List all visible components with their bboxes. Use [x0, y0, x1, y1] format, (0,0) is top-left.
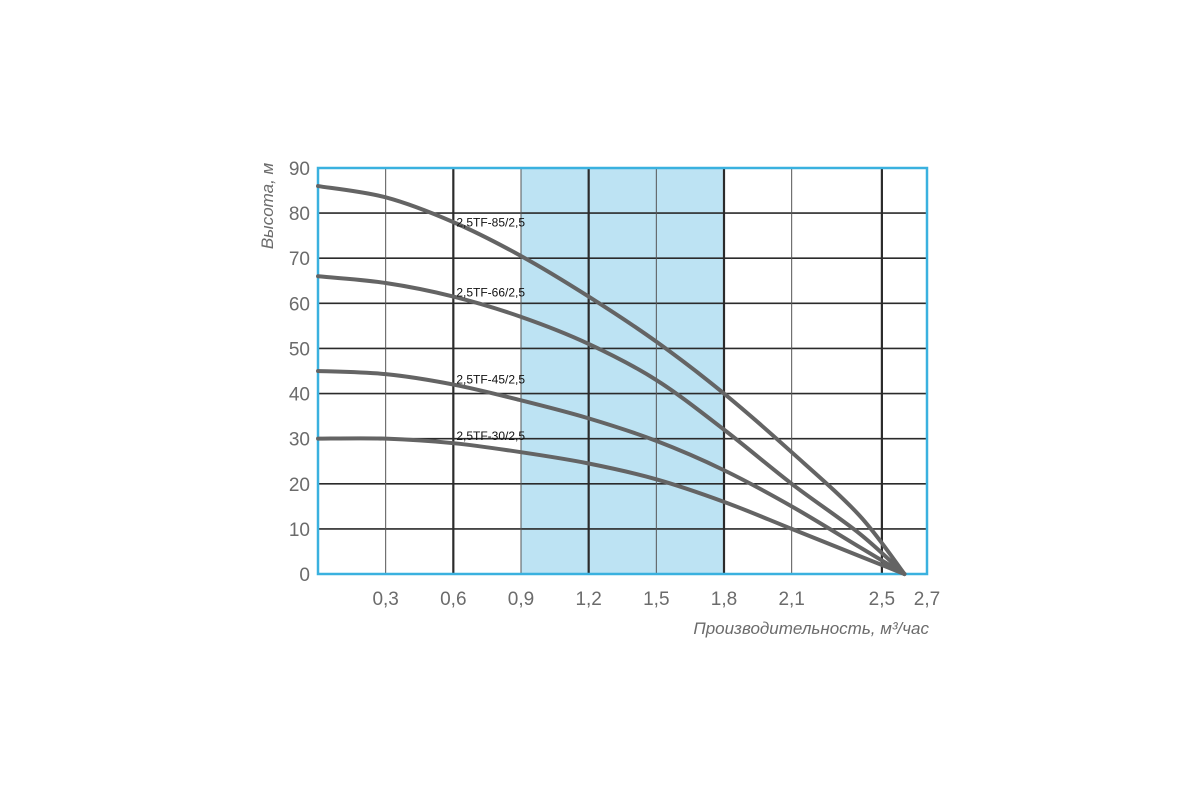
y-tick-label: 90 [289, 159, 310, 180]
series-label-2: 2,5TF-45/2,5 [456, 372, 525, 386]
series-curve-3 [316, 436, 907, 576]
x-tick-label: 0,6 [440, 589, 466, 610]
x-tick-label: 2,5 [869, 589, 895, 610]
x-tick-label: 1,8 [711, 589, 737, 610]
y-tick-label: 10 [289, 520, 310, 541]
series-curve-2 [316, 369, 907, 576]
x-axis-label: Производительность, м³/час [693, 619, 929, 638]
x-tick-label: 0,9 [508, 589, 534, 610]
x-tick-label: 2,1 [778, 589, 804, 610]
series-label-0: 2,5TF-85/2,5 [456, 215, 525, 229]
series-curve-1 [316, 274, 907, 576]
y-tick-label: 20 [289, 475, 310, 496]
y-tick-label: 60 [289, 294, 310, 315]
y-tick-label: 80 [289, 204, 310, 225]
y-axis-label: Высота, м [258, 162, 277, 249]
y-tick-label: 40 [289, 385, 310, 406]
x-tick-label: 0,3 [372, 589, 398, 610]
x-tick-label: 2,7 [914, 589, 940, 610]
series-label-3: 2,5TF-30/2,5 [456, 429, 525, 443]
y-tick-label: 50 [289, 339, 310, 360]
series-curve-0 [316, 184, 907, 576]
x-tick-label: 1,2 [575, 589, 601, 610]
y-tick-label: 70 [289, 249, 310, 270]
x-tick-label: 1,5 [643, 589, 669, 610]
highlight-band [521, 168, 724, 574]
y-tick-label: 30 [289, 430, 310, 451]
y-tick-label: 0 [299, 565, 310, 586]
series-label-1: 2,5TF-66/2,5 [456, 286, 525, 300]
